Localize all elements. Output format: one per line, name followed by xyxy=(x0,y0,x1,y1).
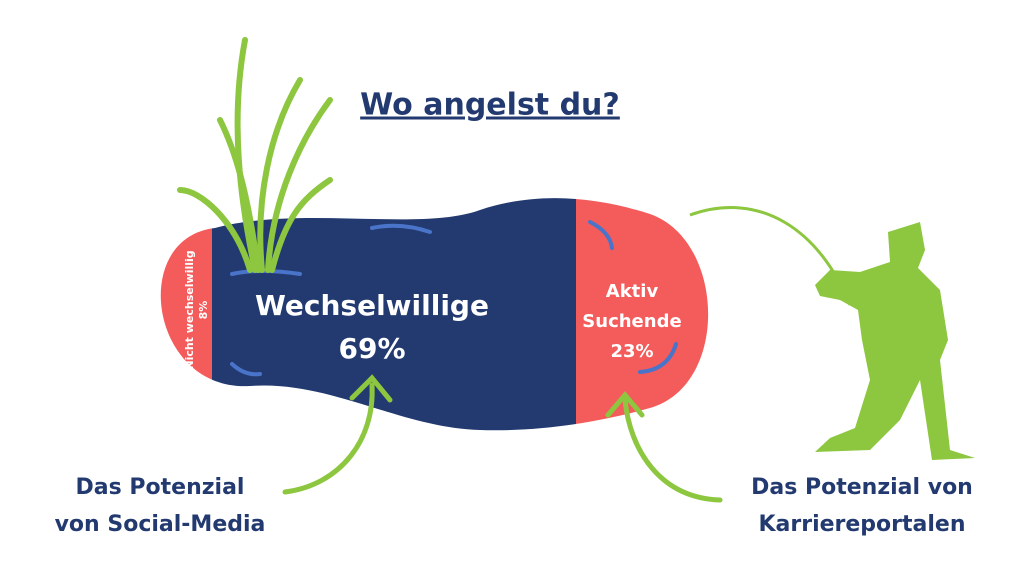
caption: Das Potenzial von xyxy=(751,475,973,500)
segment-label: Wechselwillige xyxy=(255,289,489,322)
fisherman xyxy=(815,222,975,460)
segment-value: 23% xyxy=(610,341,653,362)
fishing-rod xyxy=(689,206,852,306)
segment-label: Nicht wechselwillig xyxy=(183,250,196,369)
segment-label: Suchende xyxy=(582,311,681,332)
segment-right xyxy=(576,198,709,431)
title: Wo angelst du? xyxy=(360,88,620,123)
segment-value: 69% xyxy=(338,332,405,365)
caption: Karriereportalen xyxy=(758,512,965,537)
segment-value: 8% xyxy=(197,301,210,320)
caption: Das Potenzial xyxy=(76,475,245,500)
reeds xyxy=(177,37,333,273)
segment-label: Aktiv xyxy=(606,281,659,302)
arrows xyxy=(282,374,723,503)
caption: von Social-Media xyxy=(55,512,266,537)
